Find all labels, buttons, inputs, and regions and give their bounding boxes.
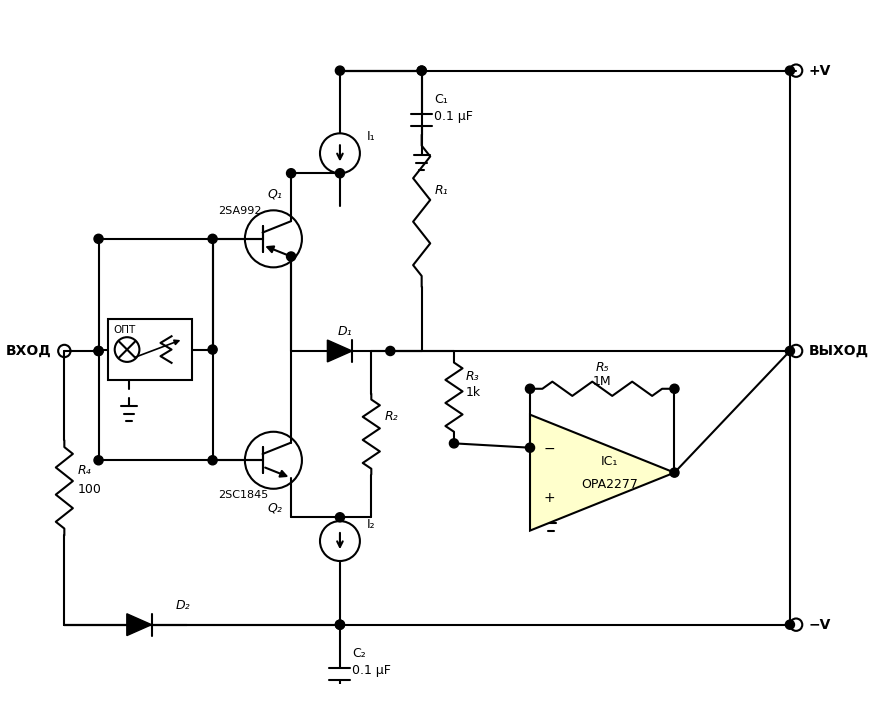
Text: 2SC1845: 2SC1845 (218, 490, 269, 501)
Circle shape (335, 66, 345, 75)
Text: ВЫХОД: ВЫХОД (808, 344, 869, 358)
Text: 0.1 μF: 0.1 μF (434, 110, 473, 123)
Text: 1k: 1k (466, 386, 480, 399)
Circle shape (786, 346, 794, 355)
Circle shape (94, 456, 103, 465)
Circle shape (386, 346, 395, 355)
Circle shape (208, 345, 217, 354)
Circle shape (208, 234, 217, 243)
Text: ВХОД: ВХОД (6, 344, 52, 358)
Polygon shape (530, 415, 675, 531)
Circle shape (417, 66, 426, 75)
Circle shape (670, 384, 679, 393)
Text: IC₁: IC₁ (601, 455, 619, 468)
Text: 2SA992: 2SA992 (218, 206, 262, 216)
Text: 1M: 1M (593, 375, 612, 388)
Text: OPA2277: OPA2277 (581, 477, 638, 491)
Text: D₂: D₂ (176, 599, 191, 611)
Polygon shape (127, 614, 151, 636)
Circle shape (526, 443, 535, 452)
Circle shape (450, 439, 458, 448)
Circle shape (286, 169, 296, 178)
Circle shape (526, 384, 535, 393)
Polygon shape (327, 340, 352, 362)
Circle shape (94, 346, 103, 355)
Circle shape (335, 169, 345, 178)
Circle shape (786, 66, 794, 75)
Text: 100: 100 (78, 482, 102, 496)
Text: R₁: R₁ (435, 184, 449, 197)
Circle shape (94, 234, 103, 243)
Circle shape (417, 66, 426, 75)
Text: R₅: R₅ (595, 361, 609, 374)
Circle shape (335, 620, 345, 629)
Circle shape (94, 346, 103, 355)
Text: R₄: R₄ (78, 463, 91, 477)
Text: C₁: C₁ (434, 93, 448, 106)
Text: I₂: I₂ (367, 518, 375, 531)
Text: +V: +V (808, 64, 831, 78)
Text: I₁: I₁ (367, 130, 375, 143)
Text: 0.1 μF: 0.1 μF (353, 664, 391, 676)
Text: $+$: $+$ (543, 491, 556, 505)
Text: −V: −V (808, 618, 831, 632)
Text: Q₁: Q₁ (268, 187, 283, 200)
Text: $-$: $-$ (543, 441, 556, 455)
Circle shape (335, 512, 345, 522)
Circle shape (670, 468, 679, 477)
Text: D₁: D₁ (337, 325, 352, 338)
Text: Q₂: Q₂ (268, 502, 283, 515)
Text: R₂: R₂ (385, 410, 398, 423)
Circle shape (208, 456, 217, 465)
Bar (108, 319, 192, 381)
Text: ОПТ: ОПТ (114, 325, 136, 335)
Text: R₃: R₃ (466, 370, 479, 383)
Circle shape (786, 620, 794, 629)
Circle shape (286, 252, 296, 261)
Circle shape (335, 620, 345, 629)
Text: C₂: C₂ (353, 647, 366, 660)
